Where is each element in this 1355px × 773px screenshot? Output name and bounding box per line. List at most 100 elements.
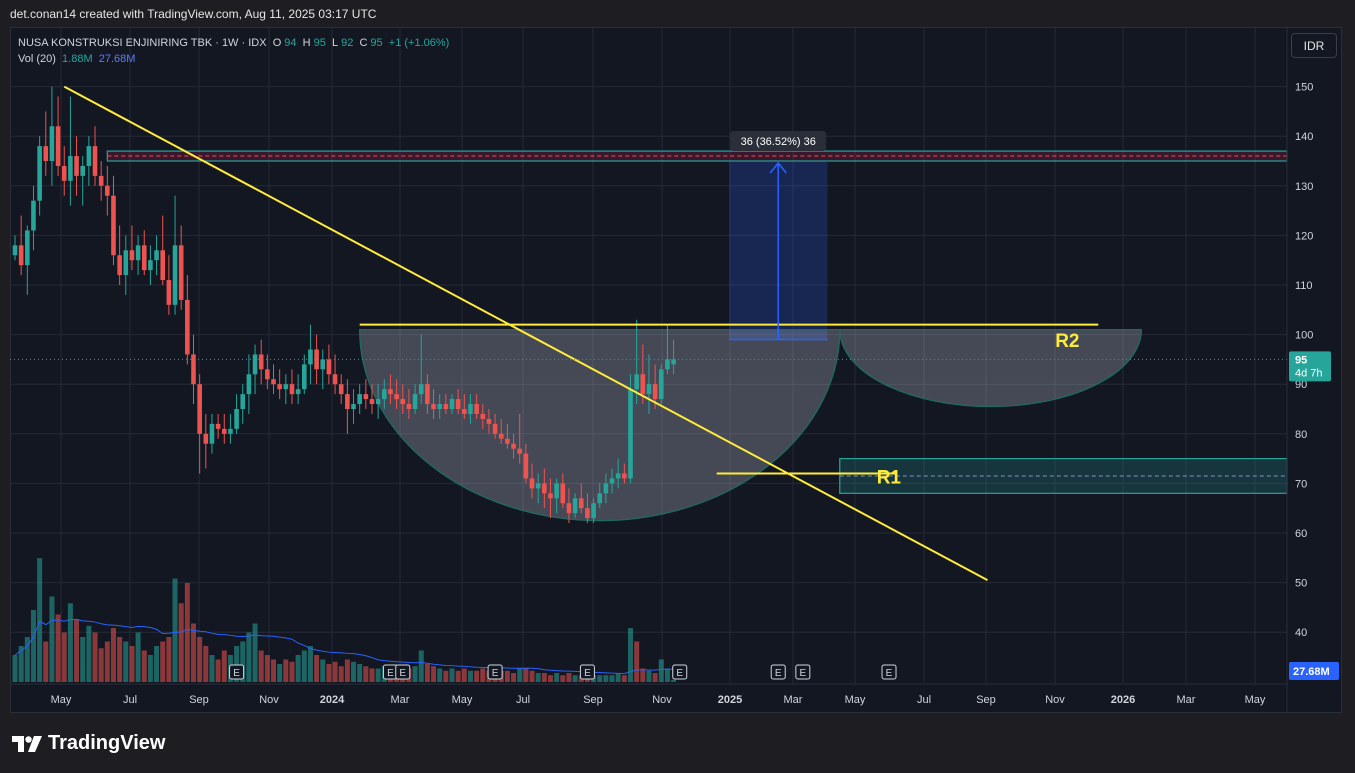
x-tick-label: Jul	[917, 694, 931, 706]
volume-bar	[18, 646, 24, 682]
candle-body	[542, 483, 547, 494]
measure-label-box	[730, 131, 827, 151]
candle-body	[92, 146, 98, 176]
volume-bar	[474, 670, 480, 682]
x-tick-label: Nov	[1045, 694, 1065, 706]
earnings-marker-letter: E	[676, 668, 683, 679]
candle-body	[369, 399, 375, 405]
volume-bar	[541, 673, 547, 682]
candle-body	[357, 394, 362, 405]
candle-body	[228, 428, 233, 434]
candle-body	[338, 384, 344, 395]
volume-bar	[314, 655, 320, 682]
volume-bar	[664, 668, 670, 682]
earnings-marker-icon	[229, 664, 245, 680]
x-tick-label: Sep	[583, 694, 603, 706]
y-tick-label: 90	[1295, 379, 1307, 391]
volume-ma-axis-label: 27.68M	[1293, 666, 1330, 678]
volume-bar	[535, 673, 541, 682]
volume-bar	[43, 641, 49, 682]
volume-bar	[203, 646, 209, 682]
x-tick-label: Jul	[123, 694, 137, 706]
volume-bar	[437, 668, 443, 682]
volume-bar	[449, 668, 455, 682]
volume-bar	[61, 632, 67, 682]
candle-body	[301, 364, 307, 390]
volume-bar	[160, 641, 166, 682]
candle-body	[234, 409, 239, 429]
high-value: 95	[313, 37, 326, 49]
candle-body	[603, 483, 609, 494]
x-tick-label: May	[452, 694, 473, 706]
earnings-marker-icon	[579, 664, 595, 680]
volume-bar	[271, 659, 277, 682]
candle-body	[345, 394, 350, 409]
candle-body	[363, 394, 369, 400]
volume-bar	[295, 655, 301, 682]
y-tick-label: 140	[1295, 131, 1313, 143]
y-tick-label: 120	[1295, 230, 1313, 242]
open-label: O	[272, 37, 282, 49]
candle-body	[566, 503, 572, 514]
candle-body	[258, 354, 264, 370]
volume-bar	[640, 668, 646, 682]
candle-body	[529, 478, 535, 489]
tradingview-brand[interactable]: TradingView	[12, 732, 165, 755]
volume-ma-value: 27.68M	[98, 53, 136, 65]
candle-body	[554, 483, 559, 499]
x-tick-label: May	[51, 694, 72, 706]
candle-body	[474, 404, 479, 414]
volume-bar	[363, 666, 369, 682]
price-chart[interactable]: 36 (36.52%) 36 R1 R2 40 50 60 70 80 90 100 110 120…	[10, 27, 1342, 713]
volume-bar	[55, 614, 61, 682]
cup-pattern-2	[839, 328, 1143, 407]
candle-body	[486, 418, 492, 424]
earnings-marker-letter: E	[800, 668, 807, 679]
candle-body	[166, 280, 172, 305]
candle-body	[535, 483, 541, 489]
x-tick-label: Nov	[259, 694, 279, 706]
volume-bar	[301, 650, 307, 682]
tradingview-logo-icon	[12, 735, 42, 752]
credit-line: det.conan14 created with TradingView.com…	[10, 7, 377, 21]
candle-body	[332, 374, 338, 385]
volume-bar	[86, 625, 92, 682]
candle-body	[61, 165, 67, 181]
y-tick-label: 40	[1295, 627, 1307, 639]
volume-bar	[12, 655, 18, 682]
downtrend-line	[63, 85, 988, 582]
y-tick-label: 100	[1295, 330, 1313, 342]
volume-bar	[671, 679, 677, 682]
volume-bar	[344, 659, 350, 682]
open-value: 94	[284, 37, 297, 49]
x-tick-label: Jul	[516, 694, 530, 706]
volume-bar	[455, 670, 461, 682]
x-tick-label: 2024	[320, 694, 345, 706]
chart-grid	[10, 27, 1287, 683]
y-tick-label: 150	[1295, 82, 1313, 94]
candle-body	[283, 384, 289, 390]
candle-body	[572, 498, 578, 514]
volume-bar	[197, 637, 203, 682]
x-tick-label: Nov	[652, 694, 672, 706]
y-tick-label: 130	[1295, 181, 1313, 193]
x-tick-label: 2025	[718, 694, 742, 706]
candle-body	[431, 404, 436, 409]
x-tick-label: 2026	[1111, 694, 1135, 706]
candle-body	[129, 250, 135, 261]
candle-body	[252, 354, 258, 375]
candle-body	[221, 428, 227, 434]
volume-bar	[184, 583, 190, 682]
candle-body	[671, 359, 676, 365]
currency-button[interactable]: IDR	[1291, 33, 1337, 58]
volume-bar	[566, 673, 572, 682]
volume-ma-label-box	[1289, 662, 1339, 680]
ohlc-row: NUSA KONSTRUKSI ENJINIRING TBK · 1W · ID…	[18, 35, 449, 51]
volume-bar	[572, 675, 578, 682]
chart-axes: 40 50 60 70 80 90 100 110 120 130 140 150 May Jul Sep N…	[10, 27, 1339, 713]
volume-bar	[467, 670, 473, 682]
candle-body	[462, 409, 467, 414]
candle-body	[382, 389, 387, 400]
candle-body	[615, 473, 621, 479]
volume-bar	[338, 666, 344, 682]
